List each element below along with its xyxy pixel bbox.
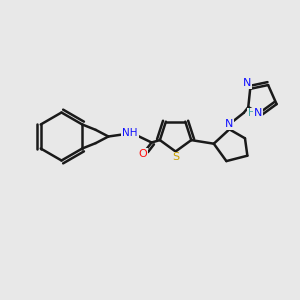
Text: S: S (172, 152, 179, 163)
Text: N: N (254, 108, 262, 118)
Text: N: N (242, 79, 251, 88)
Text: O: O (139, 149, 148, 159)
Text: H: H (248, 108, 256, 118)
Text: N: N (225, 119, 234, 129)
Text: NH: NH (122, 128, 138, 139)
